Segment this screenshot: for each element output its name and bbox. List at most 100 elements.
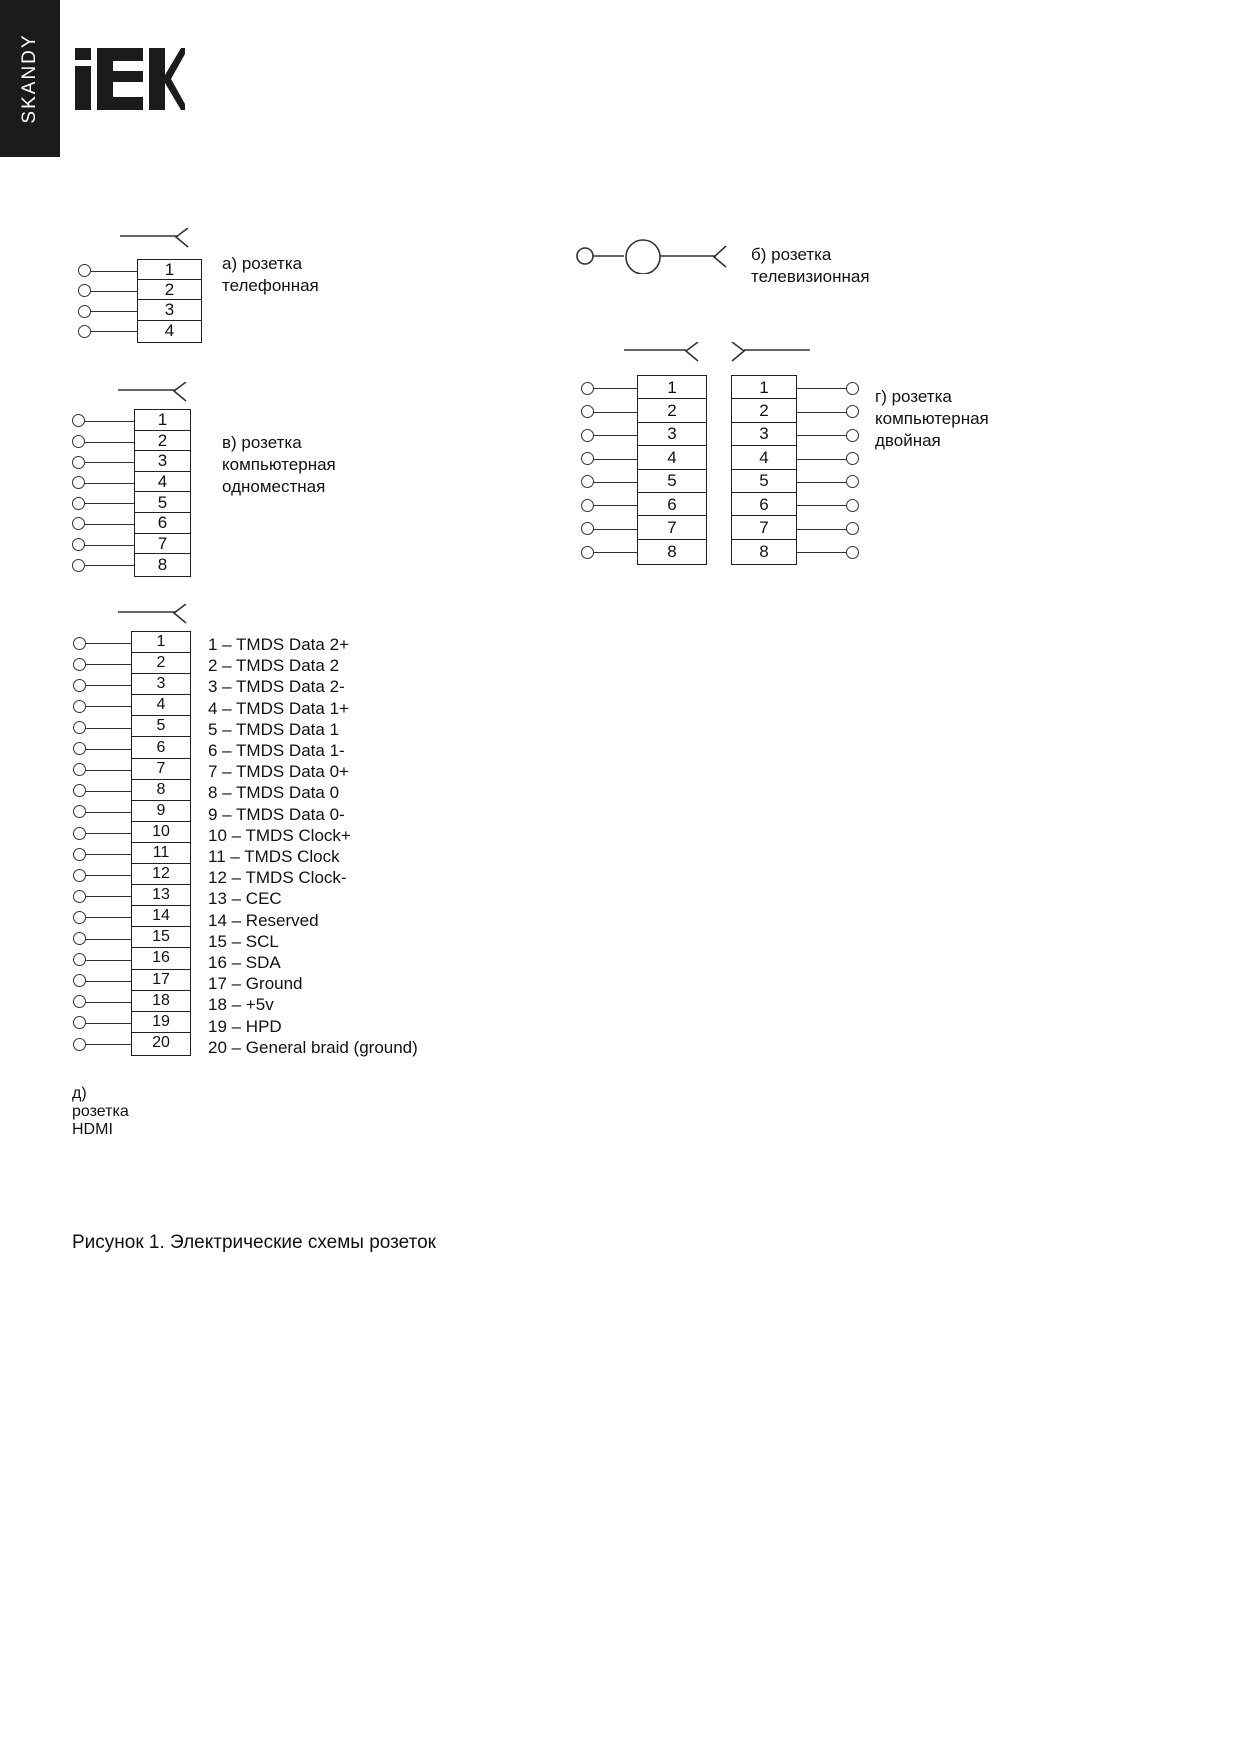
terminal-lead bbox=[593, 505, 637, 507]
terminal-number: 18 bbox=[152, 991, 170, 1009]
terminal-number: 3 bbox=[759, 424, 769, 444]
hdmi-pin-entry: 17 – Ground bbox=[208, 974, 303, 994]
terminal-number: 7 bbox=[157, 533, 168, 553]
terminal-lead bbox=[593, 528, 637, 530]
terminal-contact bbox=[73, 910, 86, 924]
terminal-contact bbox=[846, 545, 859, 559]
terminal-row: 17 bbox=[132, 970, 190, 991]
terminal-lead bbox=[797, 435, 847, 437]
terminal-contact bbox=[581, 475, 594, 489]
connector-arrow-icon-g-right bbox=[731, 342, 810, 362]
terminal-lead bbox=[84, 482, 134, 484]
hdmi-pin-entry: 19 – HPD bbox=[208, 1016, 282, 1036]
terminal-number: 8 bbox=[667, 541, 677, 561]
terminal-row: 2 bbox=[638, 399, 706, 423]
terminal-lead bbox=[85, 706, 131, 708]
terminal-lead bbox=[85, 727, 131, 729]
terminal-contact bbox=[73, 974, 86, 988]
terminal-number: 4 bbox=[667, 447, 677, 467]
terminal-lead bbox=[85, 896, 131, 898]
hdmi-pin-entry: 10 – TMDS Clock+ bbox=[208, 825, 351, 845]
terminal-lead bbox=[84, 523, 134, 525]
terminal-contact bbox=[73, 763, 86, 777]
terminal-number: 1 bbox=[667, 377, 677, 397]
terminal-row: 7 bbox=[638, 516, 706, 540]
iek-logo bbox=[75, 48, 185, 110]
terminal-contact bbox=[78, 264, 91, 278]
terminal-lead bbox=[84, 503, 134, 505]
terminal-contact bbox=[73, 678, 86, 692]
terminal-row: 13 bbox=[132, 885, 190, 907]
terminal-number: 20 bbox=[152, 1034, 170, 1052]
terminal-contact bbox=[846, 405, 859, 419]
terminal-number: 4 bbox=[157, 472, 168, 492]
terminal-contact bbox=[73, 721, 86, 735]
connector-arrow-icon-a bbox=[120, 228, 189, 248]
terminal-row: 5 bbox=[135, 492, 190, 513]
terminal-number: 3 bbox=[164, 300, 175, 320]
terminal-lead bbox=[85, 938, 131, 940]
terminal-number: 2 bbox=[667, 401, 677, 421]
terminal-block-d: 1 2 3 4 5 6 7 8 9 10 11 12 13 14 15 16 17 18 19 20 bbox=[131, 631, 191, 1057]
hdmi-pin-entry: 5 – TMDS Data 1 bbox=[208, 719, 340, 739]
terminal-lead bbox=[593, 388, 637, 390]
terminal-number: 15 bbox=[152, 928, 170, 946]
terminal-contact bbox=[73, 995, 86, 1009]
diagram-label-a: а) розетка телефонная bbox=[222, 254, 319, 296]
terminal-lead bbox=[85, 875, 131, 877]
terminal-row: 16 bbox=[132, 948, 190, 970]
hdmi-pin-entry: 7 – TMDS Data 0+ bbox=[208, 762, 349, 782]
terminal-contact bbox=[72, 455, 85, 469]
terminal-contact bbox=[72, 476, 85, 490]
terminal-contact bbox=[73, 742, 86, 756]
terminal-contact bbox=[73, 657, 86, 671]
terminal-contact bbox=[73, 1016, 86, 1030]
terminal-contact bbox=[846, 452, 859, 465]
terminal-lead bbox=[85, 959, 131, 961]
diagram-label-d: д) розетка HDMI bbox=[72, 1085, 129, 1138]
terminal-number: 1 bbox=[759, 377, 769, 397]
terminal-row: 1 bbox=[135, 410, 190, 431]
terminal-lead bbox=[593, 481, 637, 483]
terminal-number: 7 bbox=[156, 759, 166, 777]
terminal-row: 15 bbox=[132, 927, 190, 949]
terminal-row: 14 bbox=[132, 906, 190, 928]
terminal-row: 1 bbox=[732, 376, 796, 400]
terminal-lead bbox=[85, 1044, 131, 1046]
terminal-contact bbox=[846, 475, 859, 489]
terminal-row: 5 bbox=[732, 470, 796, 493]
hdmi-pin-entry: 16 – SDA bbox=[208, 953, 281, 973]
terminal-lead bbox=[90, 270, 137, 272]
terminal-contact bbox=[73, 805, 86, 819]
terminal-lead bbox=[90, 331, 137, 333]
terminal-contact bbox=[581, 545, 594, 559]
terminal-contact bbox=[581, 522, 594, 536]
terminal-row: 5 bbox=[132, 716, 190, 738]
terminal-row: 11 bbox=[132, 843, 190, 865]
terminal-row: 19 bbox=[132, 1012, 190, 1033]
diagram-label-b: б) розетка телевизионная bbox=[751, 245, 870, 287]
terminal-row: 4 bbox=[132, 695, 190, 717]
terminal-lead bbox=[84, 420, 134, 422]
terminal-contact bbox=[72, 558, 85, 572]
terminal-number: 5 bbox=[156, 717, 166, 735]
terminal-contact bbox=[72, 414, 85, 428]
hdmi-pin-entry: 20 – General braid (ground) bbox=[208, 1037, 418, 1057]
terminal-lead bbox=[797, 388, 847, 390]
brand-vertical-label: SKANDY bbox=[19, 33, 40, 124]
hdmi-pin-entry: 4 – TMDS Data 1+ bbox=[208, 698, 349, 718]
terminal-lead bbox=[797, 505, 847, 507]
hdmi-pin-entry: 13 – CEC bbox=[208, 889, 282, 909]
terminal-lead bbox=[85, 1001, 131, 1003]
hdmi-pin-entry: 15 – SCL bbox=[208, 931, 279, 951]
terminal-row: 4 bbox=[638, 446, 706, 470]
terminal-contact bbox=[581, 498, 594, 512]
hdmi-pin-entry: 6 – TMDS Data 1- bbox=[208, 741, 345, 761]
terminal-contact bbox=[73, 868, 86, 882]
terminal-row: 7 bbox=[135, 534, 190, 555]
hdmi-pin-entry: 11 – TMDS Clock bbox=[208, 847, 340, 867]
terminal-lead bbox=[797, 458, 847, 460]
terminal-row: 6 bbox=[638, 493, 706, 517]
